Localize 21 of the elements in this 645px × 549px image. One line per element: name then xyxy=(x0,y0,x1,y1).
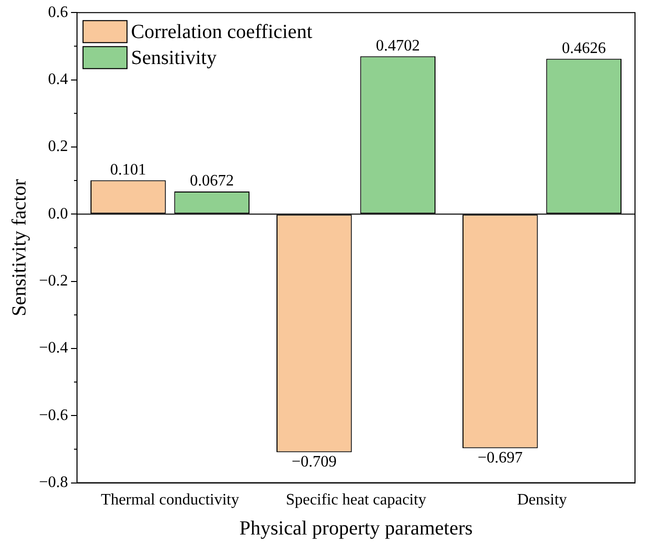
y-tick-label: 0.4 xyxy=(48,70,68,88)
data-label: 0.0672 xyxy=(190,172,234,190)
y-tick-label: 0.2 xyxy=(48,138,68,156)
x-axis-title: Physical property parameters xyxy=(239,517,473,540)
x-tick-label: Thermal conductivity xyxy=(100,492,240,509)
y-tick-label: 0.0 xyxy=(48,205,68,222)
data-label: 0.4702 xyxy=(376,37,420,54)
legend-label: Correlation coefficient xyxy=(131,20,313,43)
y-tick-label: −0.2 xyxy=(38,272,68,290)
data-label: 0.101 xyxy=(110,161,146,178)
y-tick-label: 0.6 xyxy=(48,4,68,21)
x-tick-label: Density xyxy=(517,492,567,509)
y-tick-label: −0.4 xyxy=(38,340,68,357)
y-tick-label: −0.6 xyxy=(38,406,68,424)
data-label: −0.709 xyxy=(292,453,337,470)
y-tick-label: −0.8 xyxy=(38,474,68,492)
data-label: 0.4626 xyxy=(562,40,606,57)
y-axis-title: Sensitivity factor xyxy=(8,178,30,316)
x-tick-label: Specific heat capacity xyxy=(286,492,426,509)
data-label: −0.697 xyxy=(478,449,523,466)
legend-label: Sensitivity xyxy=(131,46,217,69)
